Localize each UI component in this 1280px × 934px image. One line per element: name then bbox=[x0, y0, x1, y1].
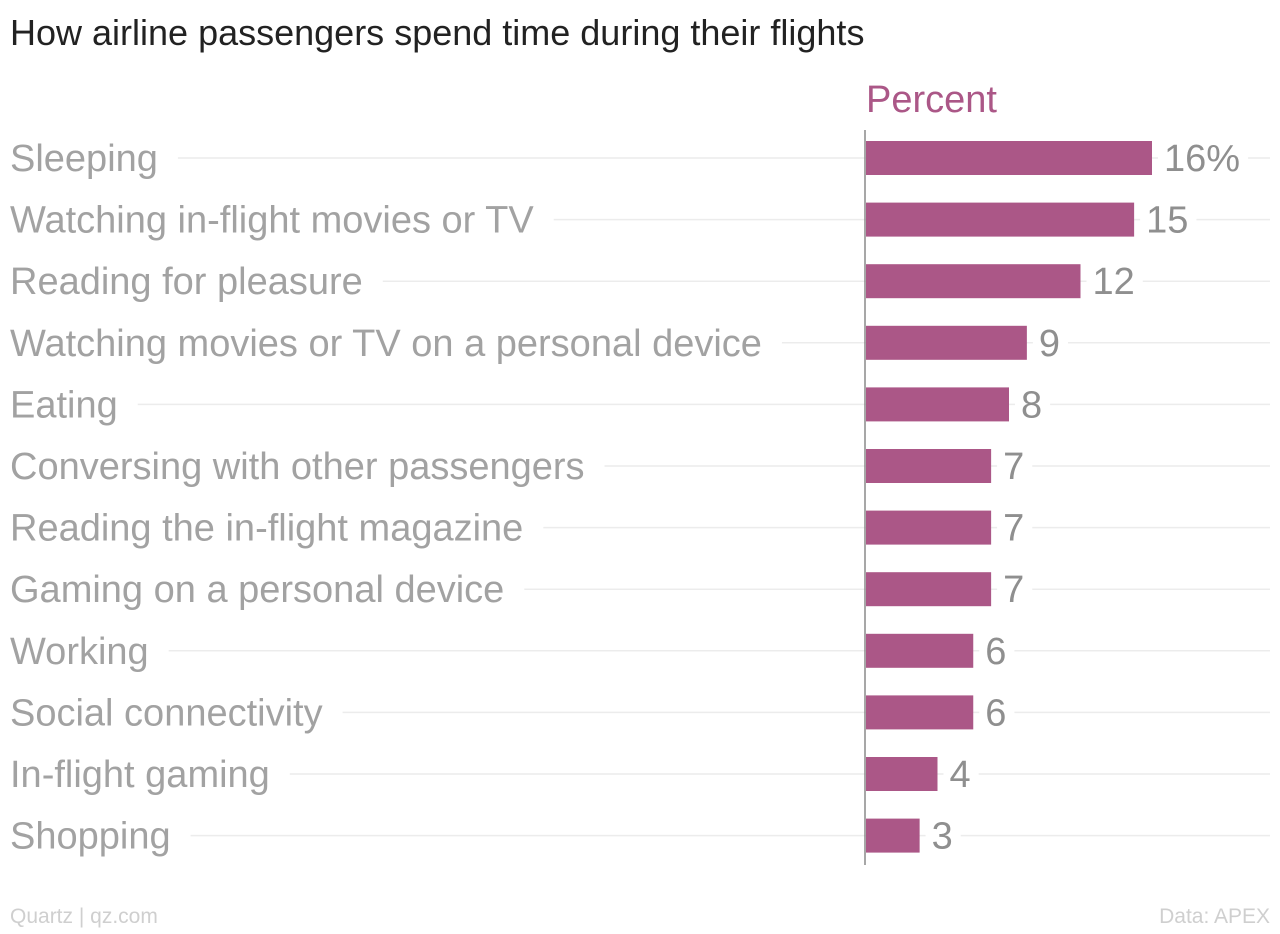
value-label: 9 bbox=[1039, 323, 1060, 365]
value-label: 6 bbox=[985, 631, 1006, 673]
value-label-backing bbox=[943, 754, 979, 794]
value-label-backing bbox=[1158, 138, 1249, 178]
value-label: 12 bbox=[1093, 261, 1135, 303]
category-label: Conversing with other passengers bbox=[10, 446, 585, 488]
chart-title: How airline passengers spend time during… bbox=[10, 12, 865, 53]
bar-chart: Percent Sleeping Watching in-flight movie… bbox=[10, 79, 1270, 865]
bar bbox=[866, 818, 920, 853]
data-credit: Data: APEX bbox=[1159, 905, 1270, 928]
bar bbox=[866, 695, 974, 730]
value-label-backing bbox=[1140, 199, 1197, 240]
value-label: 15 bbox=[1146, 200, 1188, 242]
bar bbox=[866, 141, 1152, 175]
category-label: Gaming on a personal device bbox=[10, 569, 504, 611]
source-note: Quartz | qz.com bbox=[10, 905, 158, 928]
category-labels: Sleeping Watching in-flight movies or TV R… bbox=[10, 138, 762, 858]
value-label: 6 bbox=[985, 692, 1006, 734]
bar bbox=[866, 633, 974, 668]
value-label-backing bbox=[1032, 322, 1069, 363]
bars bbox=[866, 141, 1152, 853]
value-label-backing bbox=[979, 630, 1015, 671]
bar bbox=[866, 387, 1009, 422]
category-label: Eating bbox=[10, 384, 118, 426]
bar bbox=[866, 572, 992, 607]
category-label: In-flight gaming bbox=[10, 754, 270, 796]
value-label: 7 bbox=[1003, 508, 1024, 550]
category-label: Social connectivity bbox=[10, 692, 323, 734]
bar bbox=[866, 510, 992, 545]
category-label: Watching movies or TV on a personal devi… bbox=[10, 323, 762, 365]
value-label: 4 bbox=[950, 754, 971, 796]
value-label-backing bbox=[925, 815, 961, 856]
value-label: 7 bbox=[1003, 446, 1024, 488]
bar bbox=[866, 757, 938, 791]
bar bbox=[866, 325, 1027, 360]
value-label-backing bbox=[1086, 261, 1143, 302]
value-label: 16% bbox=[1164, 138, 1240, 180]
series-label: Percent bbox=[866, 79, 997, 121]
value-label: 8 bbox=[1021, 384, 1042, 426]
bar bbox=[866, 264, 1081, 299]
value-label-backing bbox=[997, 507, 1033, 548]
category-label: Shopping bbox=[10, 816, 171, 858]
value-label: 7 bbox=[1003, 569, 1024, 611]
bar bbox=[866, 202, 1135, 237]
category-label: Sleeping bbox=[10, 138, 158, 180]
category-label: Reading the in-flight magazine bbox=[10, 508, 523, 550]
value-label-backing bbox=[997, 569, 1033, 610]
category-label: Watching in-flight movies or TV bbox=[10, 200, 534, 242]
bar bbox=[866, 449, 992, 483]
value-label-backing bbox=[1015, 384, 1051, 425]
value-label: 3 bbox=[932, 816, 953, 858]
category-label: Working bbox=[10, 631, 149, 673]
category-label: Reading for pleasure bbox=[10, 261, 363, 303]
value-label-backing bbox=[979, 692, 1015, 733]
value-label-backing bbox=[997, 446, 1033, 486]
